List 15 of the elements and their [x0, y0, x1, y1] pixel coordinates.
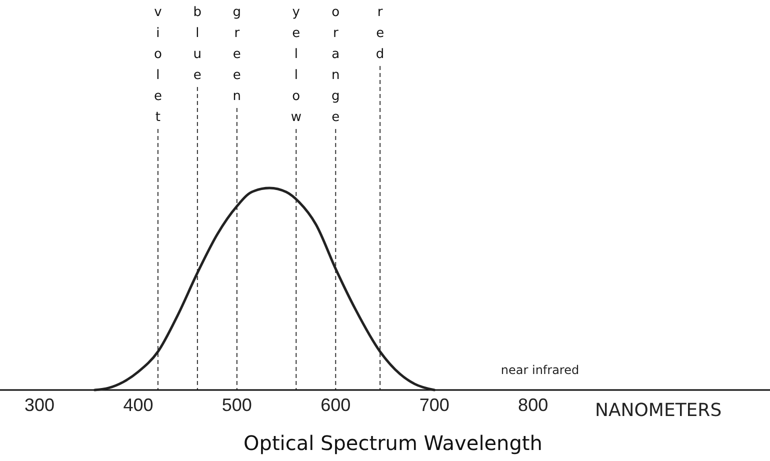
ref-line-label: violet — [154, 5, 162, 125]
x-tick-label: 500 — [222, 394, 252, 415]
x-tick-label: 800 — [518, 394, 548, 415]
text: NANOMETERS — [595, 400, 722, 421]
x-axis-title: Optical Spectrum Wavelength — [244, 431, 542, 455]
ref-line-label: green — [232, 5, 242, 104]
ref-line-label: red — [376, 5, 384, 62]
annotation: near infrared — [500, 363, 580, 377]
x-tick-label: 300 — [24, 394, 55, 415]
x-tick-label: 700 — [419, 394, 450, 415]
ref-line-label: yellow — [290, 5, 302, 125]
x-tick-label: 600 — [320, 394, 351, 415]
ref-line-label: orange — [332, 5, 340, 125]
x-tick-label: 400 — [123, 394, 154, 415]
ref-line-label: blue — [193, 5, 202, 83]
